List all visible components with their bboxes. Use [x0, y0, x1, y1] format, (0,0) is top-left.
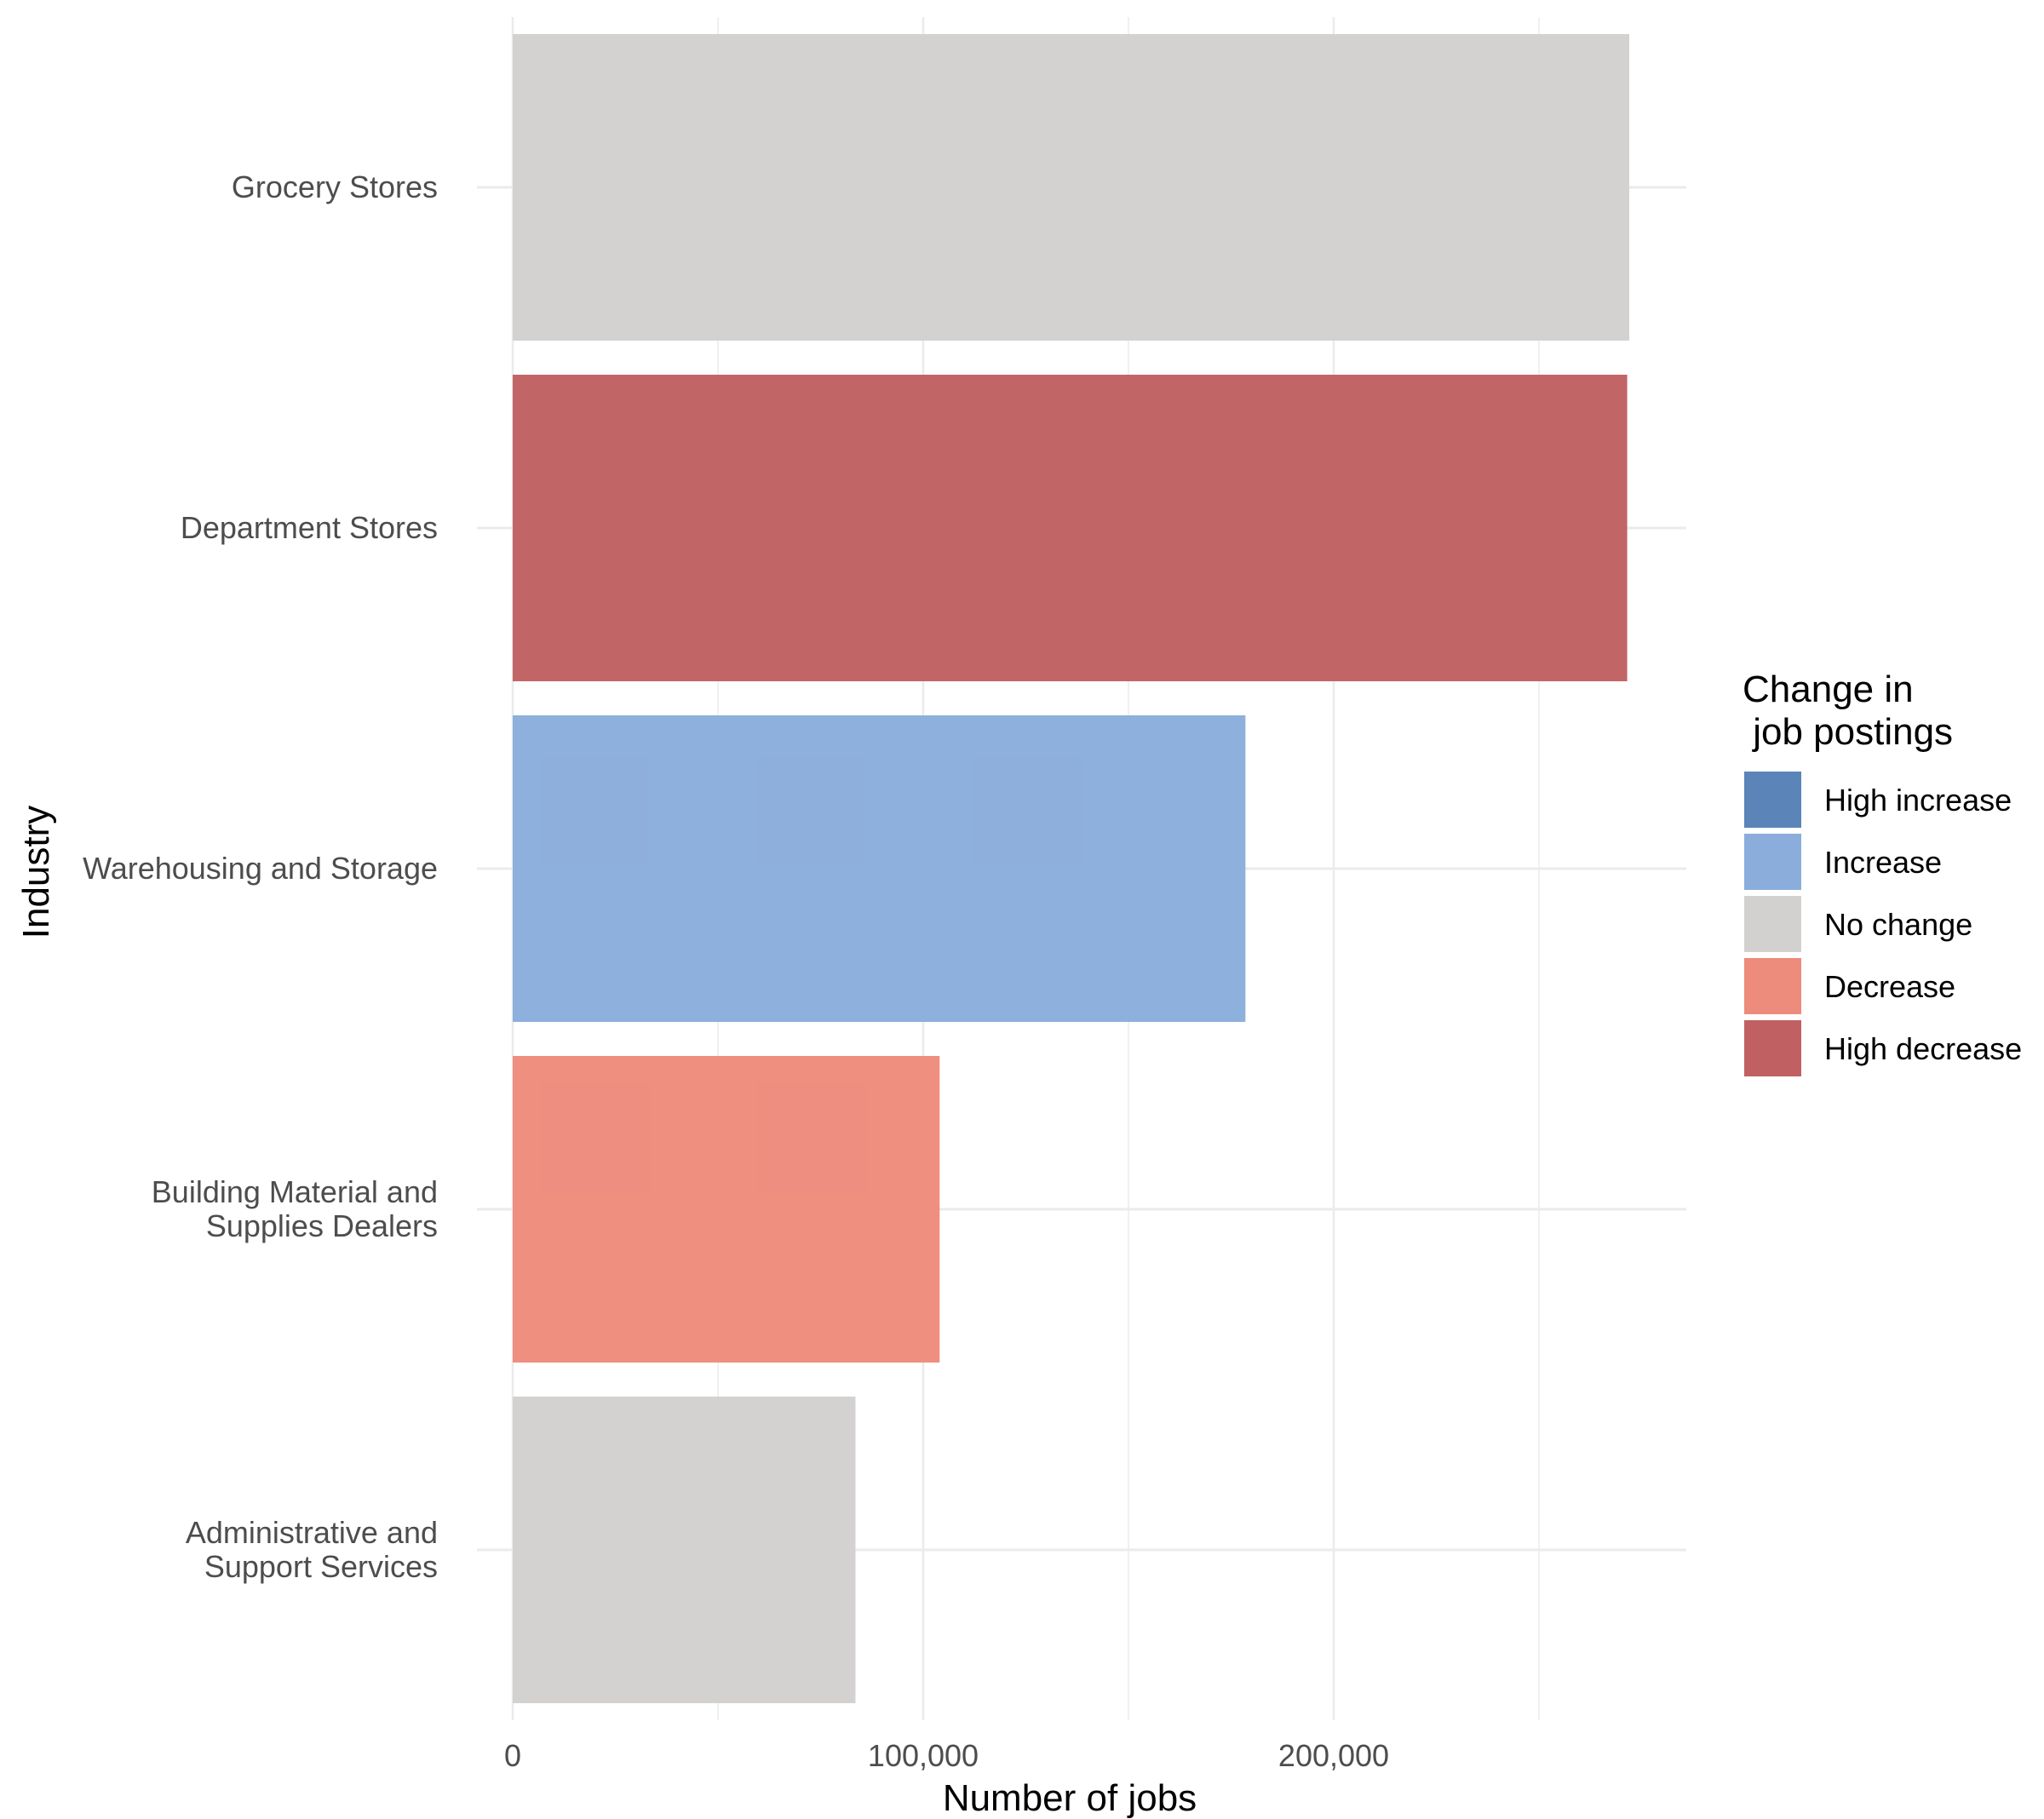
x-axis-title: Number of jobs: [943, 1777, 1197, 1819]
bar: [513, 34, 1630, 341]
y-tick-label: Supplies Dealers: [206, 1208, 438, 1243]
x-tick-labels: 0 100,000 200,000: [504, 1738, 1389, 1773]
legend-title: job postings: [1743, 711, 1953, 753]
y-tick-labels: Grocery Stores Department Stores Warehousi…: [83, 169, 438, 1584]
y-tick-label: Support Services: [204, 1549, 438, 1584]
legend: Change in job postings High increase Incre…: [1743, 668, 2022, 1076]
y-axis-title: Industry: [15, 806, 57, 939]
legend-swatch: [1744, 958, 1801, 1014]
y-tick-label: Department Stores: [181, 510, 438, 545]
legend-label: Increase: [1824, 845, 1942, 880]
legend-label: No change: [1824, 907, 1972, 942]
y-tick-label: Building Material and: [152, 1174, 438, 1209]
bar: [513, 1397, 856, 1703]
bar: [513, 715, 1246, 1022]
y-tick-label: Warehousing and Storage: [83, 851, 438, 886]
bar: [513, 1056, 940, 1363]
legend-swatch: [1744, 1020, 1801, 1076]
legend-label: High increase: [1824, 783, 2012, 818]
bars: [513, 34, 1630, 1703]
x-tick-label: 200,000: [1278, 1738, 1389, 1773]
legend-swatch: [1744, 896, 1801, 952]
x-tick-label: 100,000: [868, 1738, 979, 1773]
legend-swatch: [1744, 772, 1801, 828]
y-tick-label: Administrative and: [186, 1515, 438, 1550]
legend-title: Change in: [1743, 668, 1914, 710]
legend-swatch: [1744, 834, 1801, 890]
legend-label: Decrease: [1824, 969, 1955, 1004]
bar: [513, 375, 1628, 681]
legend-label: High decrease: [1824, 1031, 2022, 1066]
y-tick-label: Grocery Stores: [232, 169, 438, 204]
x-tick-label: 0: [504, 1738, 521, 1773]
